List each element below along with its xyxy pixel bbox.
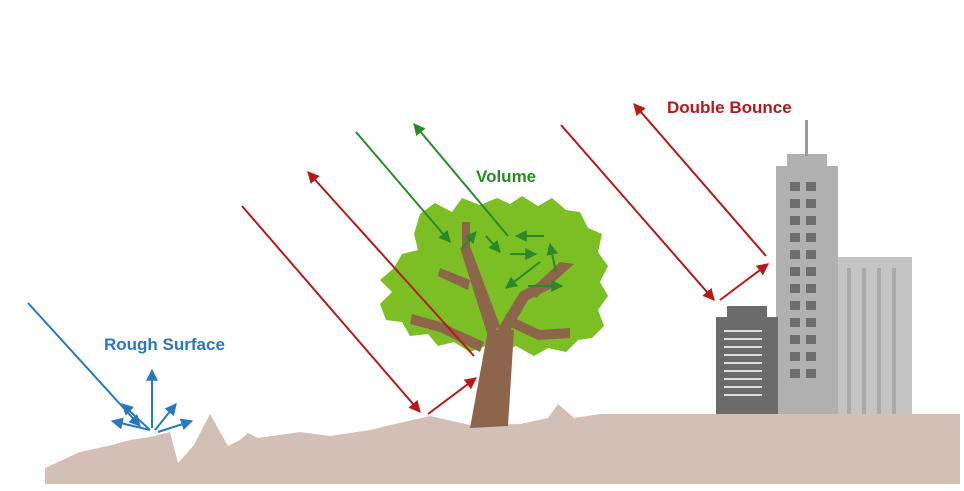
building-window [806, 369, 816, 378]
building-window [790, 335, 800, 344]
building-window [790, 318, 800, 327]
label-volume: Volume [476, 167, 536, 186]
rough-scatter-arrow [157, 418, 194, 433]
building-window-stripe [724, 370, 762, 372]
building-window-stripe [724, 378, 762, 380]
rough-incident-arrow [27, 302, 141, 427]
label-double-bounce: Double Bounce [667, 98, 792, 117]
building-window-stripe [724, 362, 762, 364]
building-window [806, 335, 816, 344]
rough-scatter-arrow [154, 403, 177, 431]
rough-surface-arrows [27, 302, 194, 433]
tree-icon [380, 196, 608, 428]
building-window [806, 267, 816, 276]
tree-return-arrow [307, 171, 475, 357]
building-window-stripe [724, 354, 762, 356]
building-window-stripe [724, 394, 762, 396]
volume-arrows [355, 123, 564, 292]
building-window [790, 284, 800, 293]
volume-return-arrow [413, 123, 509, 237]
building-window [806, 250, 816, 259]
building-short [716, 317, 778, 415]
ground-icon [45, 404, 960, 484]
volume-internal-arrow [461, 231, 477, 249]
building-window-stripe [724, 346, 762, 348]
tree-trunk [410, 222, 574, 428]
building-tall-windows [790, 182, 816, 378]
building-window [790, 216, 800, 225]
building-window [806, 284, 816, 293]
building-short-top [727, 306, 767, 318]
building-window [806, 216, 816, 225]
building-window [806, 301, 816, 310]
building-window [790, 369, 800, 378]
building-window-stripe [724, 338, 762, 340]
tree-bounce-arrow [427, 377, 477, 415]
building-window [806, 199, 816, 208]
building-window [790, 250, 800, 259]
building-window [790, 199, 800, 208]
building-window [790, 233, 800, 242]
volume-internal-arrow [485, 235, 501, 253]
label-rough-surface: Rough Surface [104, 335, 225, 354]
building-window-stripe [724, 330, 762, 332]
volume-internal-arrow [505, 261, 541, 289]
building-window [790, 352, 800, 361]
building-short-windows [724, 330, 762, 396]
volume-incident-arrow [355, 131, 451, 243]
building-window [790, 301, 800, 310]
building-tall-top [787, 154, 827, 168]
rough-scatter-arrow [110, 417, 151, 431]
building-right-windows [847, 268, 896, 414]
building-window [806, 233, 816, 242]
double-bounce-arrows [241, 103, 769, 415]
building-window [806, 352, 816, 361]
tree-incident-arrow [241, 205, 421, 413]
building-return-arrow [633, 103, 767, 257]
building-window [806, 182, 816, 191]
building-bounce-arrow [719, 263, 769, 301]
building-window [806, 318, 816, 327]
volume-internal-arrow [546, 242, 559, 273]
building-incident-arrow [560, 124, 715, 301]
rough-scatter-arrow [121, 403, 151, 431]
building-icon [716, 120, 912, 415]
building-window-stripe [724, 386, 762, 388]
building-antenna [805, 120, 808, 156]
building-window [790, 267, 800, 276]
building-window [790, 182, 800, 191]
